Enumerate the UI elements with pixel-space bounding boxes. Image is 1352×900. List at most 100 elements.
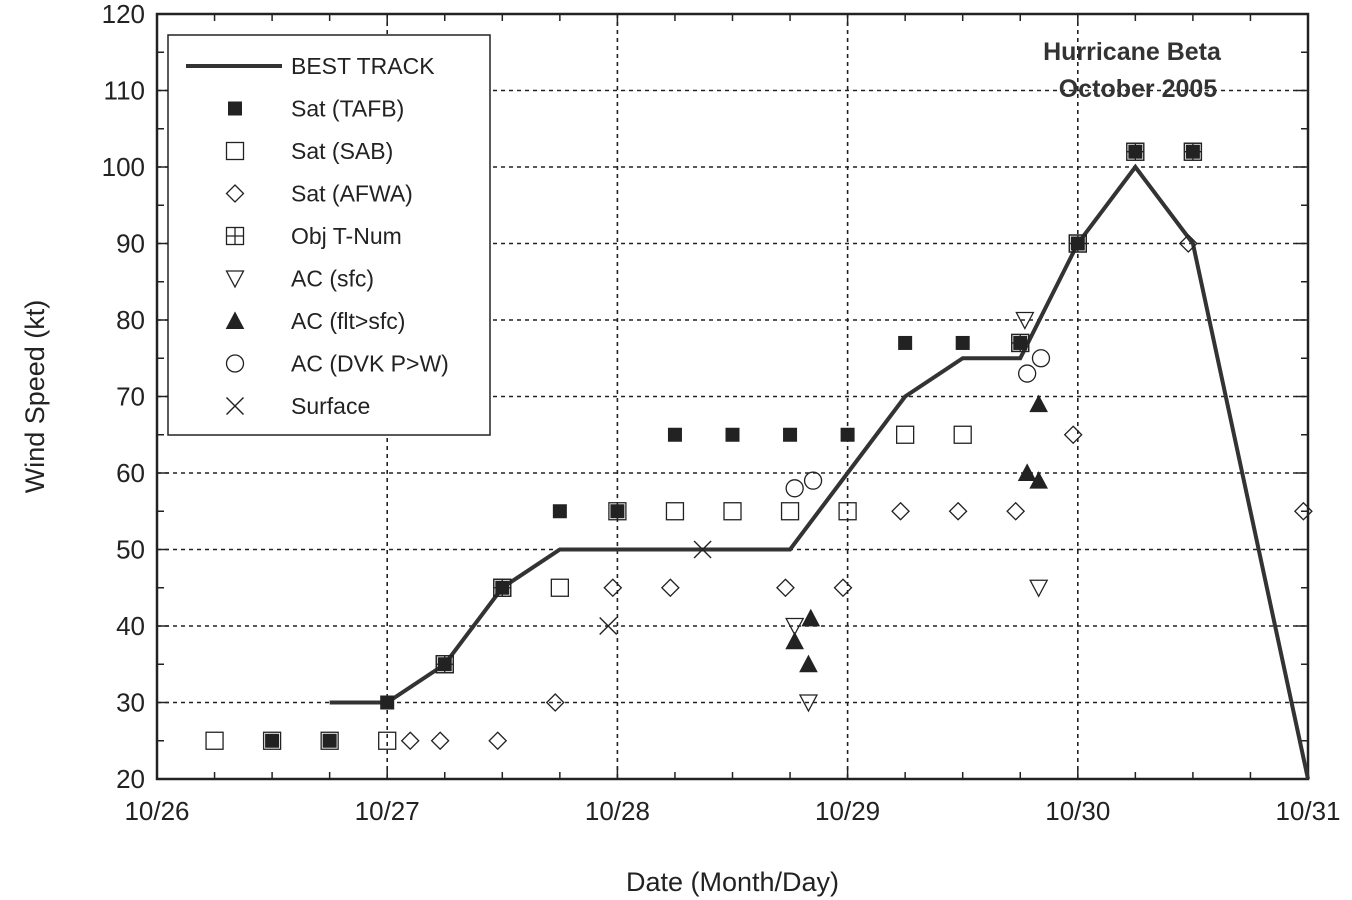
data-point — [1006, 501, 1026, 521]
data-point — [891, 501, 910, 521]
data-point — [1063, 425, 1083, 445]
data-point — [955, 335, 970, 350]
data-point — [1018, 364, 1037, 383]
legend-item: BEST TRACK — [186, 53, 435, 79]
legend-label: Sat (SAB) — [291, 138, 393, 164]
data-point — [225, 311, 245, 329]
data-point — [948, 501, 968, 521]
y-tick-label: 80 — [116, 305, 145, 335]
legend-item: Obj T-Num — [225, 223, 402, 249]
data-point — [798, 694, 819, 713]
data-point — [1015, 311, 1035, 330]
legend-item: Surface — [226, 393, 370, 419]
x-axis-title: Date (Month/Day) — [626, 867, 839, 897]
series-layer — [205, 142, 1313, 780]
data-point — [785, 631, 804, 650]
x-tick-label: 10/27 — [355, 796, 420, 826]
data-point — [1293, 501, 1313, 521]
data-point — [599, 617, 618, 635]
y-tick-label: 90 — [116, 229, 145, 259]
legend-label: Sat (AFWA) — [291, 181, 413, 207]
legend-label: Obj T-Num — [291, 223, 402, 249]
data-point — [437, 657, 452, 672]
data-point — [225, 354, 245, 373]
data-point — [603, 578, 623, 598]
data-point — [725, 427, 740, 442]
data-point — [785, 617, 805, 636]
legend-item: AC (sfc) — [225, 266, 374, 292]
x-tick-label: 10/29 — [815, 796, 880, 826]
data-point — [1178, 234, 1198, 253]
data-point — [378, 731, 397, 750]
data-point — [838, 502, 857, 521]
data-point — [552, 504, 567, 519]
series-ac-dvk-p-w — [785, 349, 1051, 498]
data-point — [225, 270, 245, 289]
data-point — [953, 425, 972, 444]
y-tick-label: 60 — [116, 458, 145, 488]
x-tick-labels: 10/26 10/27 10/28 10/29 10/30 10/31 — [124, 796, 1340, 826]
data-point — [545, 693, 565, 712]
data-point — [225, 141, 245, 161]
y-tick-label: 40 — [116, 611, 145, 641]
data-point — [226, 397, 244, 415]
data-point — [693, 540, 712, 559]
legend: BEST TRACK Sat (TAFB) Sat (SAB) Sat (AFWA) O… — [167, 34, 491, 436]
legend-label: BEST TRACK — [291, 53, 435, 79]
legend-item: Sat (SAB) — [225, 138, 393, 164]
data-point — [1185, 144, 1200, 159]
data-point — [610, 504, 625, 519]
data-point — [608, 502, 627, 521]
data-point — [833, 578, 853, 598]
legend-label: Sat (TAFB) — [291, 96, 404, 122]
data-point — [785, 479, 804, 498]
data-point — [898, 335, 913, 350]
y-axis-title: Wind Speed (kt) — [20, 300, 50, 494]
data-point — [783, 427, 798, 442]
data-point — [840, 427, 855, 442]
data-point — [550, 578, 569, 597]
data-point — [896, 425, 915, 444]
data-point — [430, 731, 450, 751]
data-point — [776, 578, 795, 598]
data-point — [225, 226, 245, 246]
x-tick-label: 10/26 — [124, 796, 189, 826]
data-point — [1128, 144, 1143, 159]
data-point — [803, 471, 823, 490]
x-tick-label: 10/28 — [585, 796, 650, 826]
x-tick-label: 10/31 — [1275, 796, 1340, 826]
data-point — [1031, 349, 1051, 368]
y-tick-labels: 20 30 40 50 60 70 80 90 100 110 120 — [102, 0, 145, 794]
data-point — [1029, 471, 1048, 489]
data-point — [780, 502, 800, 521]
data-point — [799, 654, 818, 673]
data-point — [320, 731, 339, 750]
data-point — [488, 731, 508, 751]
data-point — [1029, 394, 1048, 413]
legend-label: AC (DVK P>W) — [291, 351, 449, 377]
data-point — [660, 578, 680, 598]
data-point — [1070, 236, 1085, 251]
data-point — [225, 184, 245, 203]
chart-subtitle: October 2005 — [1059, 75, 1218, 103]
data-point — [667, 427, 682, 442]
legend-box — [167, 34, 491, 436]
legend-item: Sat (AFWA) — [225, 181, 413, 207]
best-track-line — [329, 163, 1310, 780]
legend-item: AC (flt>sfc) — [225, 308, 405, 334]
data-point — [262, 731, 282, 750]
y-tick-label: 50 — [116, 535, 145, 565]
data-point — [1017, 463, 1037, 481]
data-point — [495, 580, 510, 595]
legend-label: Surface — [291, 393, 370, 419]
series-ac-flt-sfc — [785, 394, 1048, 673]
y-tick-label: 120 — [102, 0, 145, 29]
y-tick-label: 110 — [104, 76, 145, 106]
series-ac-sfc — [785, 311, 1049, 713]
data-point — [265, 733, 280, 748]
data-point — [723, 502, 742, 521]
data-point — [205, 731, 224, 750]
legend-label: AC (sfc) — [291, 266, 374, 292]
data-point — [380, 695, 395, 710]
